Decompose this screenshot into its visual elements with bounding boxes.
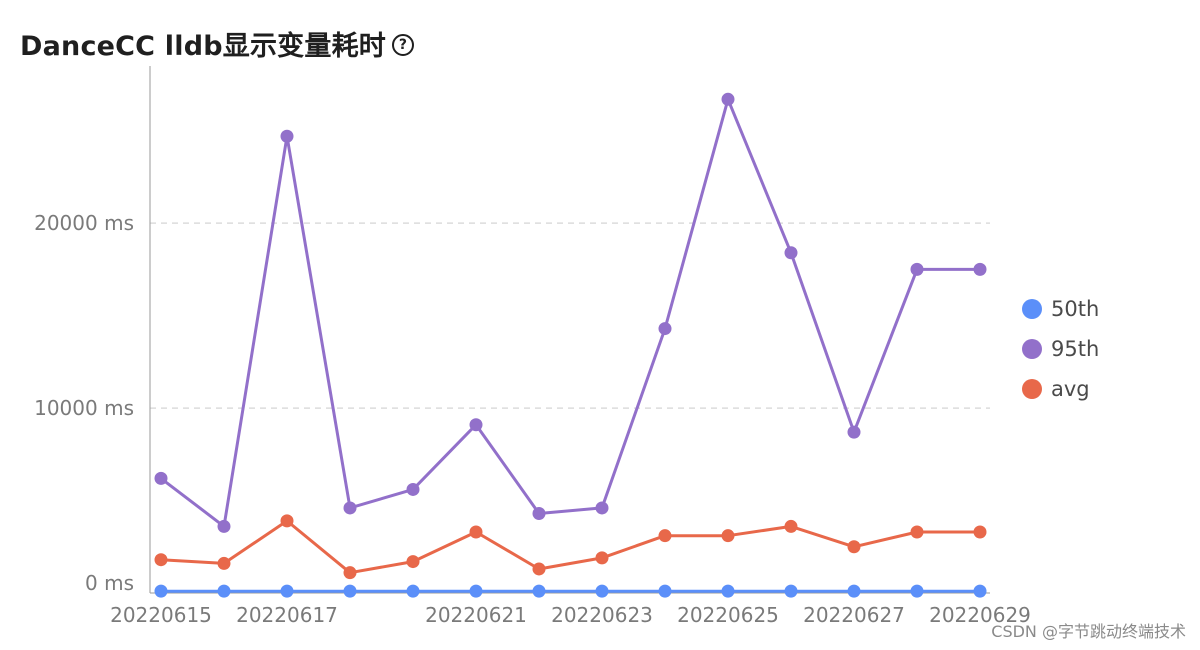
- data-point[interactable]: [595, 584, 609, 598]
- legend-marker: [1022, 379, 1042, 399]
- legend-marker: [1022, 299, 1042, 319]
- data-point[interactable]: [910, 525, 924, 539]
- data-point[interactable]: [847, 540, 861, 554]
- x-tick-label: 20220629: [929, 603, 1031, 627]
- data-point[interactable]: [406, 584, 420, 598]
- data-point[interactable]: [217, 519, 231, 533]
- x-tick-label: 20220627: [803, 603, 905, 627]
- grid-layer: [150, 222, 990, 409]
- data-point[interactable]: [217, 584, 231, 598]
- legend-item-50th[interactable]: 50th: [1022, 296, 1099, 322]
- data-point[interactable]: [784, 519, 798, 533]
- data-point[interactable]: [910, 584, 924, 598]
- data-point[interactable]: [406, 482, 420, 496]
- data-point[interactable]: [973, 525, 987, 539]
- data-point[interactable]: [154, 471, 168, 485]
- data-point[interactable]: [973, 584, 987, 598]
- data-point[interactable]: [847, 425, 861, 439]
- data-point[interactable]: [973, 262, 987, 276]
- series-50th: [154, 584, 987, 598]
- y-tick-label: 0 ms: [85, 571, 134, 595]
- data-point[interactable]: [343, 566, 357, 580]
- legend-label: 95th: [1051, 337, 1100, 361]
- data-point[interactable]: [406, 555, 420, 569]
- series-95th: [154, 92, 987, 533]
- legend-marker: [1022, 339, 1042, 359]
- x-tick-label: 20220625: [677, 603, 779, 627]
- series-line: [160, 519, 980, 575]
- data-point[interactable]: [154, 584, 168, 598]
- data-point[interactable]: [280, 514, 294, 528]
- data-point[interactable]: [910, 262, 924, 276]
- data-point[interactable]: [595, 501, 609, 515]
- data-point[interactable]: [532, 584, 546, 598]
- data-point[interactable]: [469, 418, 483, 432]
- legend-label: 50th: [1051, 297, 1100, 321]
- x-tick-label: 20220615: [110, 603, 212, 627]
- axis-layer: [149, 66, 990, 594]
- x-tick-label: 20220623: [551, 603, 653, 627]
- data-point[interactable]: [532, 562, 546, 576]
- x-tick-label: 20220621: [425, 603, 527, 627]
- watermark: CSDN @字节跳动终端技术: [991, 622, 1186, 641]
- data-point[interactable]: [595, 551, 609, 565]
- data-point[interactable]: [343, 501, 357, 515]
- x-tick-label: 20220617: [236, 603, 338, 627]
- data-point[interactable]: [217, 556, 231, 570]
- legend-label: avg: [1051, 377, 1090, 401]
- data-point[interactable]: [721, 529, 735, 543]
- data-point[interactable]: [658, 322, 672, 336]
- legend-item-avg[interactable]: avg: [1022, 376, 1099, 402]
- data-point[interactable]: [280, 584, 294, 598]
- y-tick-label: 10000 ms: [34, 396, 134, 420]
- data-point[interactable]: [343, 584, 357, 598]
- data-point[interactable]: [469, 584, 483, 598]
- data-point[interactable]: [721, 92, 735, 106]
- data-point[interactable]: [784, 584, 798, 598]
- chart-legend: 50th 95th avg: [1022, 296, 1099, 402]
- chart-title-group: DanceCC lldb显示变量耗时 ?: [20, 24, 414, 63]
- legend-item-95th[interactable]: 95th: [1022, 336, 1099, 362]
- chart-title: DanceCC lldb显示变量耗时: [20, 31, 386, 62]
- y-tick-label: 20000 ms: [34, 211, 134, 235]
- data-point[interactable]: [280, 129, 294, 143]
- question-circle-icon[interactable]: ?: [391, 34, 414, 56]
- data-point[interactable]: [784, 246, 798, 260]
- data-point[interactable]: [469, 525, 483, 539]
- data-point[interactable]: [721, 584, 735, 598]
- series-avg: [154, 514, 987, 580]
- series-layer: [154, 92, 987, 598]
- data-point[interactable]: [154, 553, 168, 567]
- data-point[interactable]: [658, 584, 672, 598]
- tick-layer: 0 ms 10000 ms 20000 ms 20220615 20220617 2022…: [34, 211, 1031, 627]
- data-point[interactable]: [847, 584, 861, 598]
- data-point[interactable]: [532, 506, 546, 520]
- series-line: [160, 97, 980, 528]
- data-point[interactable]: [658, 529, 672, 543]
